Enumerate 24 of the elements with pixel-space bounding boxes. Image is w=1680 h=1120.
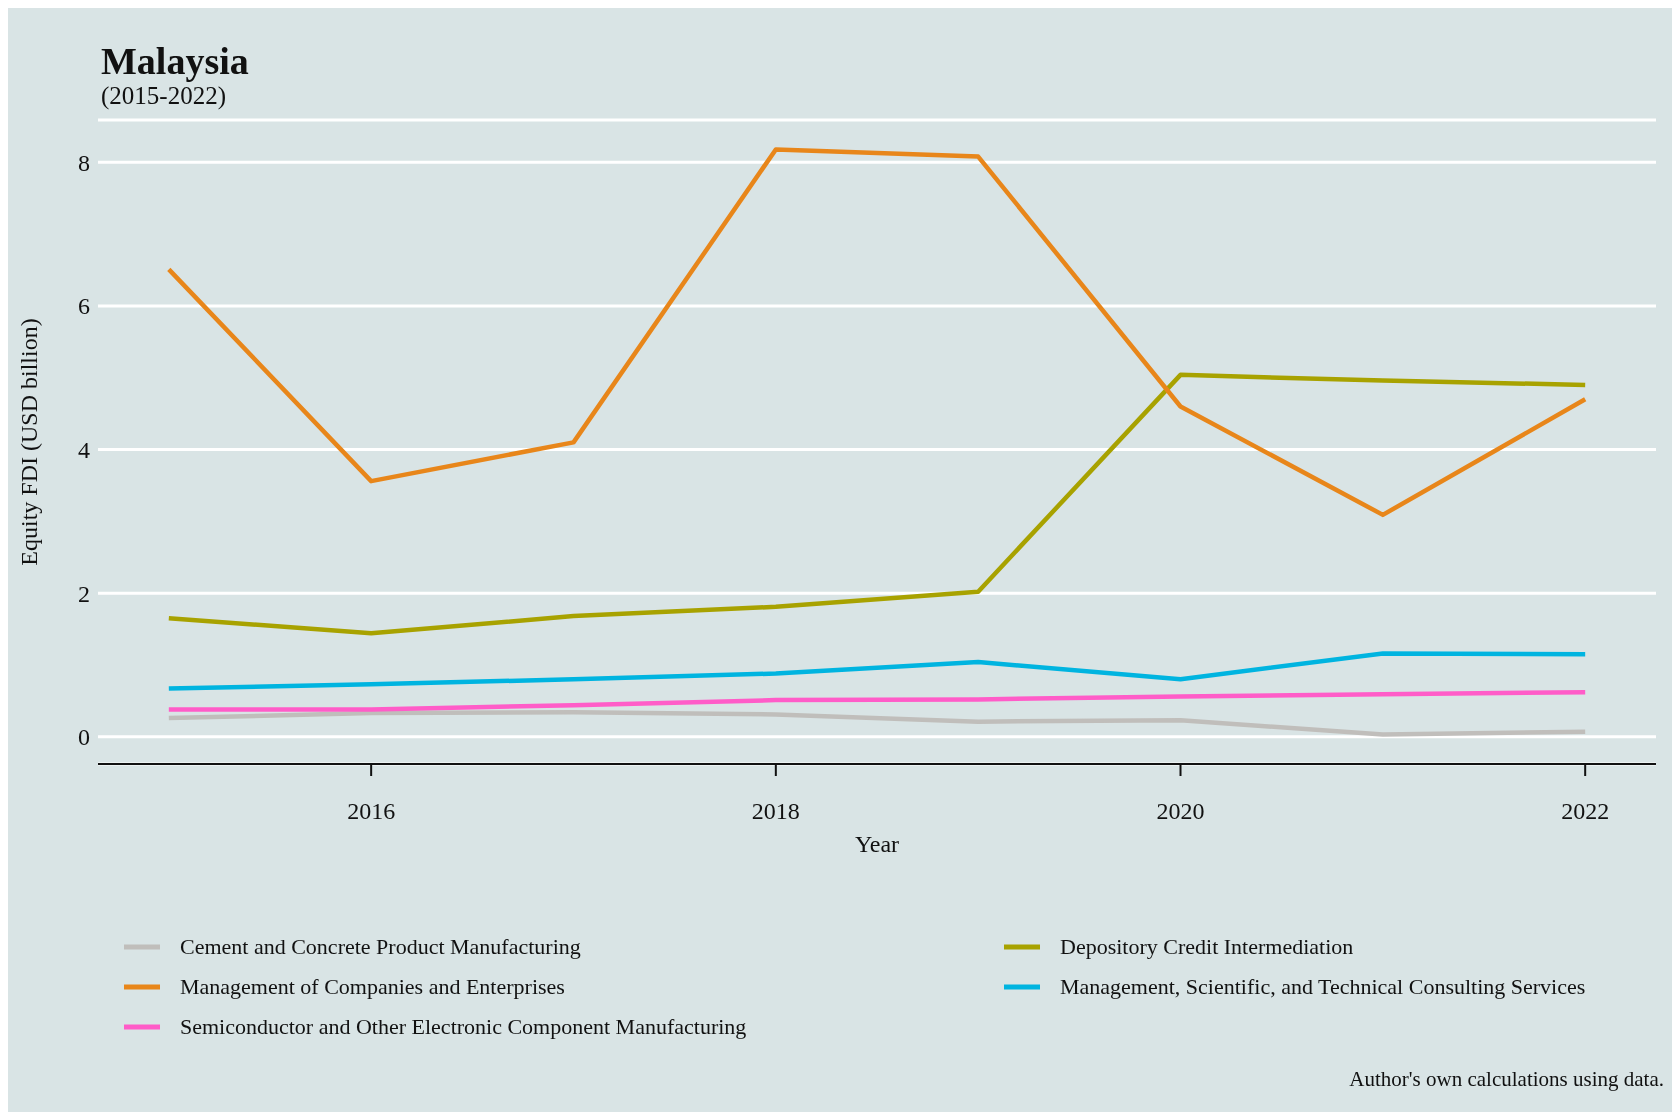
x-tick-label: 2022 <box>1561 798 1610 825</box>
chart-subtitle: (2015-2022) <box>101 82 227 110</box>
text: Author's own calculations using data. <box>1349 1067 1664 1092</box>
y-tick-label: 4 <box>78 437 90 464</box>
x-tick-label: 2020 <box>1156 798 1205 825</box>
legend-label: Depository Credit Intermediation <box>1060 934 1354 960</box>
line-series <box>166 147 1588 518</box>
x-tick-label: 2018 <box>751 798 800 825</box>
y-tick-label: 8 <box>78 149 90 176</box>
line-series <box>166 710 1588 737</box>
legend-label: Semiconductor and Other Electronic Component Manufacturing <box>180 1014 747 1040</box>
y-tick-label: 6 <box>78 293 90 320</box>
line-series <box>166 689 1588 712</box>
x-axis-title: Year <box>854 831 900 857</box>
y-axis-title: Equity FDI (USD billion) <box>15 318 42 566</box>
y-tick-label: 0 <box>78 724 90 751</box>
x-tick-label: 2016 <box>347 798 396 825</box>
legend-label: Cement and Concrete Product Manufacturing <box>180 934 581 960</box>
legend-label: Management, Scientific, and Technical Consulting Services <box>1060 974 1586 1000</box>
y-tick-label: 2 <box>78 580 90 607</box>
chart-title: Malaysia <box>101 40 250 82</box>
legend-label: Management of Companies and Enterprises <box>180 974 565 1000</box>
line-series <box>166 651 1588 691</box>
line-series <box>166 372 1588 636</box>
